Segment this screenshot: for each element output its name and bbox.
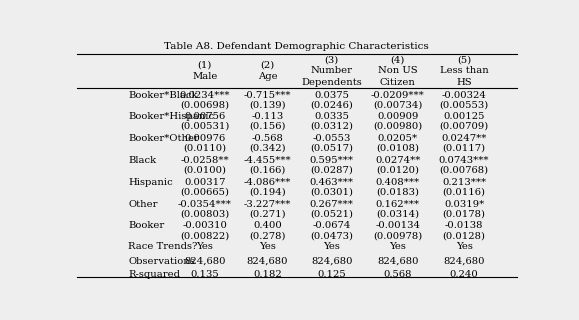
Text: 824,680: 824,680 (377, 257, 419, 266)
Text: 0.135: 0.135 (190, 270, 219, 279)
Text: (0.0183): (0.0183) (376, 188, 419, 196)
Text: (0.0312): (0.0312) (310, 122, 353, 131)
Text: (0.0178): (0.0178) (442, 209, 486, 218)
Text: 0.0234***: 0.0234*** (179, 91, 230, 100)
Text: Yes: Yes (456, 242, 472, 251)
Text: 824,680: 824,680 (311, 257, 353, 266)
Text: (0.00978): (0.00978) (373, 231, 422, 240)
Text: (0.0521): (0.0521) (310, 209, 353, 218)
Text: Booker*Other: Booker*Other (129, 134, 199, 143)
Text: 824,680: 824,680 (247, 257, 288, 266)
Text: (0.00822): (0.00822) (180, 231, 229, 240)
Text: (0.00980): (0.00980) (373, 122, 422, 131)
Text: (0.194): (0.194) (249, 188, 286, 196)
Text: (0.0301): (0.0301) (310, 188, 353, 196)
Text: 0.568: 0.568 (383, 270, 412, 279)
Text: -0.0209***: -0.0209*** (371, 91, 424, 100)
Text: 0.0743***: 0.0743*** (439, 156, 489, 165)
Text: 0.162***: 0.162*** (376, 200, 420, 209)
Text: (3)
Number
Dependents: (3) Number Dependents (301, 55, 362, 86)
Text: Booker*Black: Booker*Black (129, 91, 198, 100)
Text: (0.0120): (0.0120) (376, 165, 419, 175)
Text: (0.0108): (0.0108) (376, 144, 419, 153)
Text: -0.00134: -0.00134 (375, 221, 420, 230)
Text: Other: Other (129, 200, 158, 209)
Text: 0.213***: 0.213*** (442, 178, 486, 187)
Text: (0.00665): (0.00665) (180, 188, 229, 196)
Text: (0.271): (0.271) (249, 209, 286, 218)
Text: -3.227***: -3.227*** (244, 200, 291, 209)
Text: 0.0335: 0.0335 (314, 112, 349, 121)
Text: -0.00324: -0.00324 (442, 91, 486, 100)
Text: 0.0205*: 0.0205* (378, 134, 418, 143)
Text: -0.0258**: -0.0258** (181, 156, 229, 165)
Text: -0.0674: -0.0674 (313, 221, 351, 230)
Text: Race Trends?: Race Trends? (129, 242, 198, 251)
Text: 824,680: 824,680 (444, 257, 485, 266)
Text: (0.0314): (0.0314) (376, 209, 419, 218)
Text: Booker*Hispanic: Booker*Hispanic (129, 112, 215, 121)
Text: -0.715***: -0.715*** (244, 91, 291, 100)
Text: Yes: Yes (196, 242, 213, 251)
Text: -0.00310: -0.00310 (182, 221, 227, 230)
Text: -0.0354***: -0.0354*** (178, 200, 232, 209)
Text: 0.0375: 0.0375 (314, 91, 349, 100)
Text: (0.0287): (0.0287) (310, 165, 353, 175)
Text: (0.0517): (0.0517) (310, 144, 353, 153)
Text: 0.267***: 0.267*** (310, 200, 354, 209)
Text: -0.568: -0.568 (252, 134, 284, 143)
Text: (0.00734): (0.00734) (373, 100, 423, 109)
Text: Yes: Yes (259, 242, 276, 251)
Text: Yes: Yes (323, 242, 340, 251)
Text: Hispanic: Hispanic (129, 178, 173, 187)
Text: 0.00125: 0.00125 (444, 112, 485, 121)
Text: 824,680: 824,680 (184, 257, 225, 266)
Text: -0.0138: -0.0138 (445, 221, 483, 230)
Text: 0.240: 0.240 (450, 270, 478, 279)
Text: 0.00317: 0.00317 (184, 178, 225, 187)
Text: 0.00756: 0.00756 (184, 112, 225, 121)
Text: (0.00709): (0.00709) (439, 122, 489, 131)
Text: (4)
Non US
Citizen: (4) Non US Citizen (378, 55, 417, 86)
Text: (1)
Male: (1) Male (192, 61, 218, 81)
Text: 0.595***: 0.595*** (310, 156, 354, 165)
Text: 0.0247**: 0.0247** (441, 134, 487, 143)
Text: 0.00976: 0.00976 (184, 134, 225, 143)
Text: (0.0473): (0.0473) (310, 231, 353, 240)
Text: -0.113: -0.113 (251, 112, 284, 121)
Text: -0.0553: -0.0553 (313, 134, 351, 143)
Text: (0.0128): (0.0128) (442, 231, 486, 240)
Text: -4.086***: -4.086*** (244, 178, 291, 187)
Text: (0.0116): (0.0116) (442, 188, 486, 196)
Text: (0.00553): (0.00553) (439, 100, 489, 109)
Text: 0.0319*: 0.0319* (444, 200, 484, 209)
Text: (0.278): (0.278) (250, 231, 286, 240)
Text: (0.00803): (0.00803) (180, 209, 229, 218)
Text: (2)
Age: (2) Age (258, 61, 277, 81)
Text: 0.463***: 0.463*** (310, 178, 354, 187)
Text: Yes: Yes (389, 242, 406, 251)
Text: (0.0100): (0.0100) (183, 165, 226, 175)
Text: (0.139): (0.139) (249, 100, 286, 109)
Text: Booker: Booker (129, 221, 164, 230)
Text: (0.156): (0.156) (250, 122, 286, 131)
Text: (0.0110): (0.0110) (183, 144, 226, 153)
Text: (0.166): (0.166) (250, 165, 286, 175)
Text: (5)
Less than
HS: (5) Less than HS (439, 55, 489, 86)
Text: (0.342): (0.342) (249, 144, 286, 153)
Text: -4.455***: -4.455*** (244, 156, 291, 165)
Text: (0.00768): (0.00768) (439, 165, 489, 175)
Text: 0.00909: 0.00909 (377, 112, 419, 121)
Text: Black: Black (129, 156, 156, 165)
Text: (0.0246): (0.0246) (310, 100, 353, 109)
Text: (0.00531): (0.00531) (180, 122, 229, 131)
Text: 0.182: 0.182 (253, 270, 282, 279)
Text: 0.125: 0.125 (317, 270, 346, 279)
Text: 0.400: 0.400 (253, 221, 282, 230)
Text: Table A8. Defendant Demographic Characteristics: Table A8. Defendant Demographic Characte… (164, 42, 429, 51)
Text: (0.00698): (0.00698) (180, 100, 229, 109)
Text: 0.0274**: 0.0274** (375, 156, 420, 165)
Text: 0.408***: 0.408*** (376, 178, 420, 187)
Text: R-squared: R-squared (129, 270, 181, 279)
Text: Observations: Observations (129, 257, 195, 266)
